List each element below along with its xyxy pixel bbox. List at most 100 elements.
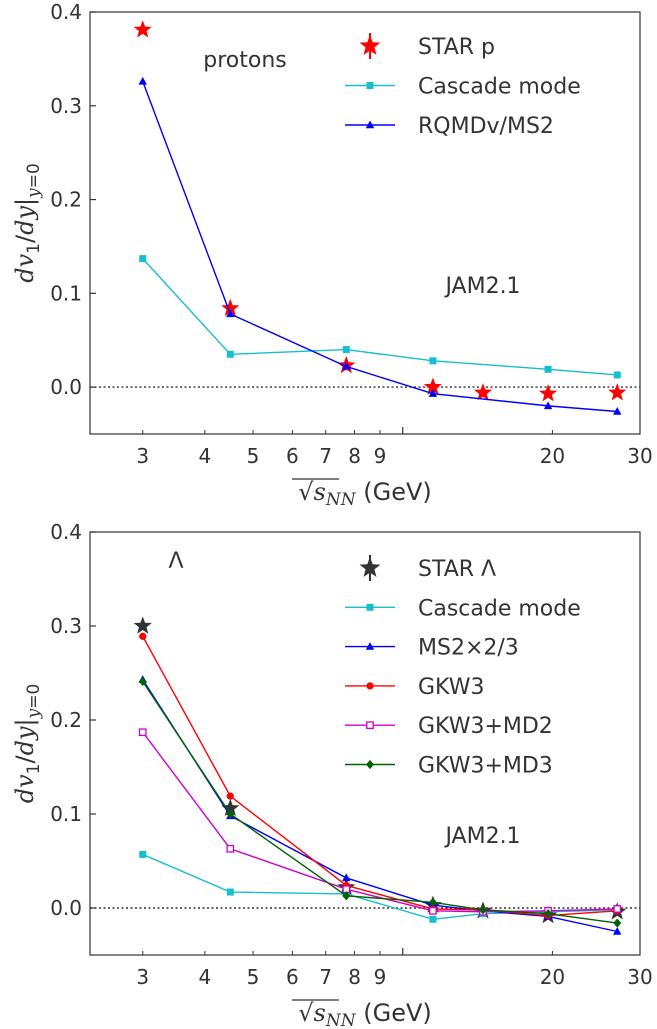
legend-label: GKW3+MD3	[418, 754, 553, 779]
data-point	[608, 383, 627, 401]
annotation: protons	[203, 48, 286, 73]
data-point	[428, 389, 438, 397]
legend-label: Cascade mode	[418, 596, 581, 621]
y-tick-label: 0.4	[50, 520, 82, 544]
y-tick-label: 0.1	[50, 281, 82, 305]
data-point	[613, 371, 621, 379]
y-tick-label: 0.2	[50, 708, 82, 732]
data-point	[342, 873, 351, 882]
data-point	[423, 377, 442, 395]
data-point	[138, 76, 147, 85]
x-tick-label: 7	[319, 965, 332, 989]
data-point	[226, 809, 235, 819]
x-tick-label: 8	[348, 965, 361, 989]
x-tick-label: 30	[627, 444, 652, 468]
legend-marker	[366, 603, 374, 611]
legend-label: STAR Λ	[418, 557, 496, 582]
legend-label: Cascade mode	[418, 75, 581, 100]
data-point	[139, 850, 147, 858]
legend: STAR p Cascade mode RQMDv/MS2	[345, 33, 581, 139]
x-tick-label: 30	[627, 965, 652, 989]
data-point	[429, 357, 437, 365]
x-tick-label: 20	[540, 444, 565, 468]
data-point	[473, 383, 493, 401]
data-point	[613, 918, 622, 928]
legend-marker	[366, 82, 374, 89]
annotation: JAM2.1	[443, 824, 520, 849]
data-point	[342, 361, 351, 370]
chart-panel-2: 0.0 0.1 0.2 0.3 0.4 3 4 5 6 7 8 9 20 30 √sNN (GeV) dv1/…	[11, 520, 653, 1029]
data-point	[428, 897, 437, 907]
data-point	[342, 346, 350, 354]
y-tick-label: 0.0	[50, 375, 82, 399]
data-point	[226, 844, 235, 853]
x-tick-label: 7	[319, 444, 332, 468]
y-tick-label: 0.4	[50, 0, 82, 24]
x-tick-label: 9	[374, 965, 387, 989]
x-tick-label: 9	[374, 444, 387, 468]
data-point	[138, 676, 147, 687]
data-point	[539, 384, 558, 402]
data-point	[613, 905, 622, 913]
y-axis-label: dv1/dy|y=0	[11, 684, 44, 804]
legend-label: RQMDv/MS2	[418, 114, 554, 139]
legend-label: MS2×2/3	[418, 636, 519, 661]
data-point	[613, 406, 622, 415]
legend-marker	[365, 120, 375, 129]
x-tick-label: 8	[348, 444, 361, 468]
y-tick-label: 0.2	[50, 188, 82, 212]
y-tick-label: 0.0	[50, 896, 82, 920]
series-6	[138, 676, 622, 928]
legend-label: GKW3+MD2	[418, 714, 553, 739]
data-point	[429, 915, 437, 923]
x-tick-label: 6	[286, 444, 299, 468]
y-tick-label: 0.3	[50, 94, 82, 118]
series-3	[138, 76, 622, 415]
legend-label: GKW3	[418, 675, 484, 700]
y-tick-label: 0.1	[50, 802, 82, 826]
x-tick-label: 3	[136, 965, 149, 989]
data-point	[544, 909, 553, 919]
x-axis-label: √sNN (GeV)	[298, 478, 432, 510]
legend-marker	[359, 557, 381, 577]
data-point	[226, 350, 234, 358]
data-point	[613, 927, 622, 935]
data-point	[226, 888, 234, 896]
series-2	[139, 255, 621, 379]
y-axis-label: dv1/dy|y=0	[11, 163, 44, 283]
x-tick-label: 5	[247, 965, 260, 989]
x-tick-label: 4	[198, 444, 211, 468]
legend-marker	[366, 682, 374, 690]
data-point	[133, 20, 152, 38]
data-point	[133, 616, 152, 634]
legend-label: STAR p	[418, 35, 495, 60]
data-point	[221, 798, 240, 817]
data-point	[139, 632, 147, 640]
annotation: Λ	[168, 549, 183, 574]
data-point	[543, 401, 553, 410]
data-point	[139, 255, 147, 263]
legend: STAR Λ Cascade mode MS2×2/3 GKW3 GKW3+MD2 GKW…	[345, 555, 581, 779]
series-line	[142, 258, 618, 376]
data-point	[138, 728, 147, 737]
data-point	[478, 905, 487, 915]
x-tick-label: 6	[286, 965, 299, 989]
data-point	[429, 906, 437, 915]
x-tick-label: 3	[136, 444, 149, 468]
legend-marker	[359, 35, 381, 55]
data-point	[221, 298, 240, 317]
chart-panel-1: 0.0 0.1 0.2 0.3 0.4 3 4 5 6 7 8 9 20 30 √sNN (GeV) dv1/…	[11, 0, 653, 510]
data-point	[544, 365, 552, 373]
legend-marker	[365, 642, 375, 650]
x-axis-label: √sNN (GeV)	[298, 999, 432, 1029]
plot-frame	[89, 531, 641, 956]
data-point	[226, 309, 235, 318]
legend-marker	[366, 759, 374, 770]
series-line	[142, 81, 618, 413]
data-point	[226, 792, 234, 800]
x-tick-label: 20	[540, 965, 565, 989]
x-tick-label: 4	[198, 965, 211, 989]
annotation: JAM2.1	[443, 274, 520, 299]
y-tick-label: 0.3	[50, 614, 82, 638]
